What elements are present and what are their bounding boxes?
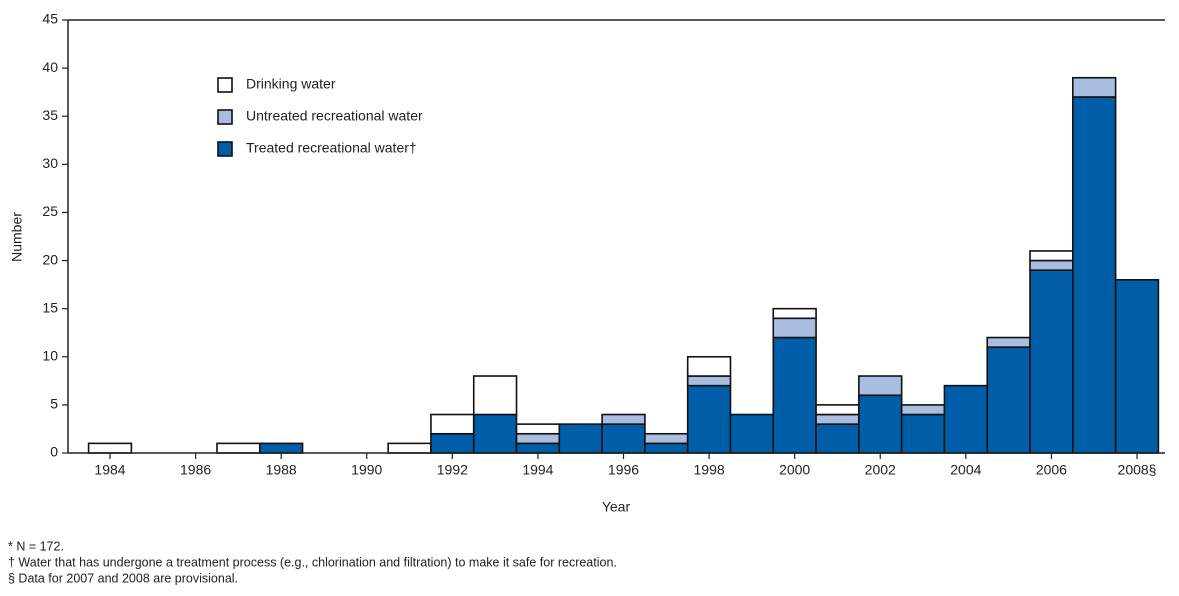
bar-segment <box>387 442 432 454</box>
y-tick-label: 45 <box>42 11 58 27</box>
bar-segment <box>258 442 304 454</box>
bar-segment <box>1029 259 1074 271</box>
footnote: * N = 172. <box>8 539 64 553</box>
x-axis-label: Year <box>602 499 631 515</box>
x-tick-label: 2000 <box>779 462 810 478</box>
x-tick-label: 2008§ <box>1118 462 1157 478</box>
bar-segment <box>900 404 946 416</box>
bar-segment <box>601 413 646 425</box>
bar-segment <box>472 375 518 416</box>
bar-segment <box>815 423 860 454</box>
bar-segment <box>644 432 689 445</box>
x-tick-label: 2002 <box>865 462 896 478</box>
bar-segment <box>858 375 903 397</box>
legend-label: Drinking water <box>246 76 336 92</box>
bar-segment <box>1072 76 1117 98</box>
legend-swatch <box>217 109 233 125</box>
bar-segment <box>515 423 561 435</box>
legend-swatch <box>217 141 233 157</box>
bar-segment <box>1029 250 1074 262</box>
bar-segment <box>216 442 261 454</box>
bar-segment <box>772 317 817 339</box>
footnote: § Data for 2007 and 2008 are provisional… <box>8 571 238 585</box>
x-tick-label: 1986 <box>180 462 211 478</box>
bar-segment <box>644 442 689 454</box>
bar-segment <box>515 432 561 445</box>
y-axis-label: Number <box>9 212 25 262</box>
x-tick-label: 1990 <box>351 462 382 478</box>
x-tick-label: 1988 <box>266 462 297 478</box>
x-tick-label: 2006 <box>1036 462 1067 478</box>
y-tick-label: 5 <box>50 396 58 412</box>
x-tick-label: 1992 <box>437 462 468 478</box>
y-tick-label: 10 <box>42 347 58 363</box>
x-tick-label: 1996 <box>608 462 639 478</box>
y-tick-label: 35 <box>42 107 58 123</box>
bar-segment <box>558 423 603 454</box>
bar-segment <box>986 336 1031 348</box>
bar-segment <box>472 413 518 454</box>
bar-segment <box>815 413 860 425</box>
y-tick-label: 15 <box>42 299 58 315</box>
y-tick-label: 20 <box>42 251 58 267</box>
bar-segment <box>430 432 475 454</box>
bar-segment <box>686 355 732 377</box>
bar-segment <box>87 442 133 454</box>
legend-label: Treated recreational water† <box>246 140 417 156</box>
bar-segment <box>943 384 989 454</box>
x-tick-label: 2004 <box>950 462 981 478</box>
bar-segment <box>815 404 860 416</box>
y-tick-label: 30 <box>42 155 58 171</box>
y-tick-label: 0 <box>50 444 58 460</box>
bar-segment <box>686 375 732 387</box>
bar-segment <box>900 413 946 454</box>
x-tick-label: 1994 <box>522 462 553 478</box>
y-tick-label: 40 <box>42 59 58 75</box>
bar-segment <box>1072 96 1117 454</box>
y-tick-label: 25 <box>42 203 58 219</box>
bar-segment <box>601 423 646 454</box>
bar-segment <box>1114 278 1160 454</box>
bar-segment <box>772 307 817 320</box>
legend-swatch <box>217 77 233 93</box>
bar-segment <box>430 413 475 435</box>
bar-segment <box>515 442 561 454</box>
legend-label: Untreated recreational water <box>246 108 423 124</box>
x-tick-label: 1984 <box>94 462 125 478</box>
bar-segment <box>986 346 1031 454</box>
bar-segment <box>686 384 732 454</box>
bar-segment <box>1029 269 1074 454</box>
x-tick-label: 1998 <box>694 462 725 478</box>
bar-segment <box>858 394 903 454</box>
footnote: † Water that has undergone a treatment p… <box>8 555 617 569</box>
bar-segment <box>729 413 775 454</box>
bar-segment <box>772 336 817 454</box>
